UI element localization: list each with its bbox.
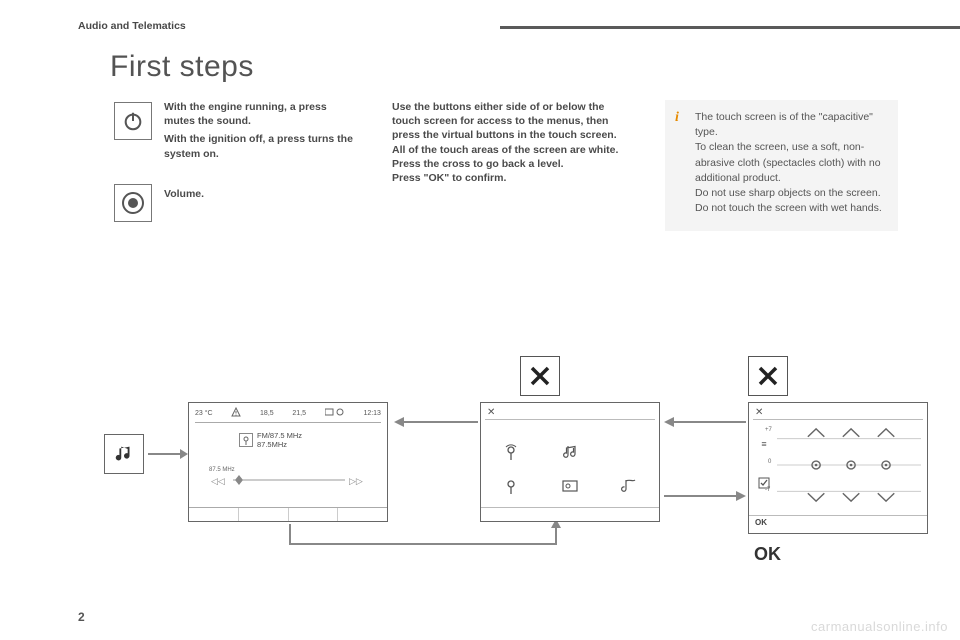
tuner-bar[interactable]: 87.5 MHz ◁◁ ▷▷ [209,467,367,491]
station-line1: FM/87.5 MHz [257,431,302,440]
menu-antenna2-icon[interactable] [501,476,521,496]
instructions-p2: Press the cross to go back a level. [392,157,627,171]
music-note-icon [113,443,135,465]
arrow-music-to-screen1 [146,446,188,462]
screen2-bottom-bar [481,507,659,521]
screen3-close-icon[interactable]: ✕ [755,407,763,418]
power-icon-frame [114,102,152,140]
power-icon [122,110,144,132]
close-button-1[interactable] [520,356,560,396]
watermark: carmanualsonline.info [811,619,948,634]
ok-label: OK [754,544,781,565]
power-icon-box [114,102,152,140]
status-warning-icon [231,407,241,419]
instructions-text: Use the buttons either side of or below … [392,100,627,185]
screen3-left-icons: ≡ [755,425,773,505]
close-button-2[interactable] [748,356,788,396]
warning-p2: To clean the screen, use a soft, non-abr… [695,140,886,186]
screen1-bottom-bar[interactable] [189,507,387,521]
volume-knob-icon [121,191,145,215]
volume-label: Volume. [164,188,204,200]
power-text: With the engine running, a press mutes t… [164,100,354,165]
eq-zero: 0 [768,459,771,465]
warning-p1: The touch screen is of the "capacitive" … [695,110,886,140]
music-button[interactable] [104,434,144,474]
menu-empty1 [619,442,639,462]
close-icon [529,365,551,387]
volume-icon-box [114,184,152,222]
screen2-close-icon[interactable]: ✕ [487,407,495,418]
menu-music2-icon[interactable] [619,476,639,496]
status-time: 12:13 [363,410,381,417]
menu-music-icon[interactable] [560,442,580,462]
eq-plus7: +7 [765,427,772,433]
antenna-icon [239,433,253,447]
arrow-screen3-to-screen2 [662,414,746,430]
page-number: 2 [78,610,85,624]
header-rule [500,26,960,29]
eq-grid[interactable]: +7 0 -7 [777,425,921,505]
status-v1: 18,5 [260,410,274,417]
status-v2: 21,5 [292,410,306,417]
svg-text:▷▷: ▷▷ [349,476,363,486]
breadcrumb: Audio and Telematics [78,20,186,32]
status-icons [325,408,345,418]
instructions-p1: Use the buttons either side of or below … [392,100,627,157]
radio-station: FM/87.5 MHz 87.5MHz [239,431,302,449]
screen3-bottom-bar [749,515,927,533]
status-temp: 23 °C [195,410,213,417]
screen-equalizer[interactable]: ✕ ≡ +7 0 -7 OK [748,402,928,534]
warning-icon: i [675,108,679,128]
warning-box: i The touch screen is of the "capacitive… [665,100,898,231]
warning-p4: Do not touch the screen with wet hands. [695,201,886,216]
screen3-topline [753,419,923,420]
volume-icon-frame [114,184,152,222]
menu-antenna-icon[interactable] [501,442,521,462]
screen2-topline [485,419,655,420]
instructions-p3: Press "OK" to confirm. [392,171,627,185]
list-icon[interactable]: ≡ [761,439,766,449]
arrow-loop-bottom [288,522,568,558]
page-title: First steps [110,50,254,84]
svg-text:◁◁: ◁◁ [211,476,225,486]
warning-p3: Do not use sharp objects on the screen. [695,186,886,201]
close-icon [757,365,779,387]
screen-menu[interactable]: ✕ [480,402,660,522]
screen-radio[interactable]: 23 °C 18,5 21,5 12:13 FM/87.5 MHz 87.5MH… [188,402,388,522]
power-text-line2: With the ignition off, a press turns the… [164,132,354,160]
eq-minus7: -7 [765,487,770,493]
screen-radio-status-bar: 23 °C 18,5 21,5 12:13 [195,407,381,423]
station-line2: 87.5MHz [257,440,302,449]
arrow-screen2-to-screen1 [392,414,478,430]
menu-photo-icon[interactable] [560,476,580,496]
arrow-screen2-to-screen3 [662,488,746,504]
screen2-icon-grid [481,435,659,503]
power-text-line1: With the engine running, a press mutes t… [164,100,354,128]
